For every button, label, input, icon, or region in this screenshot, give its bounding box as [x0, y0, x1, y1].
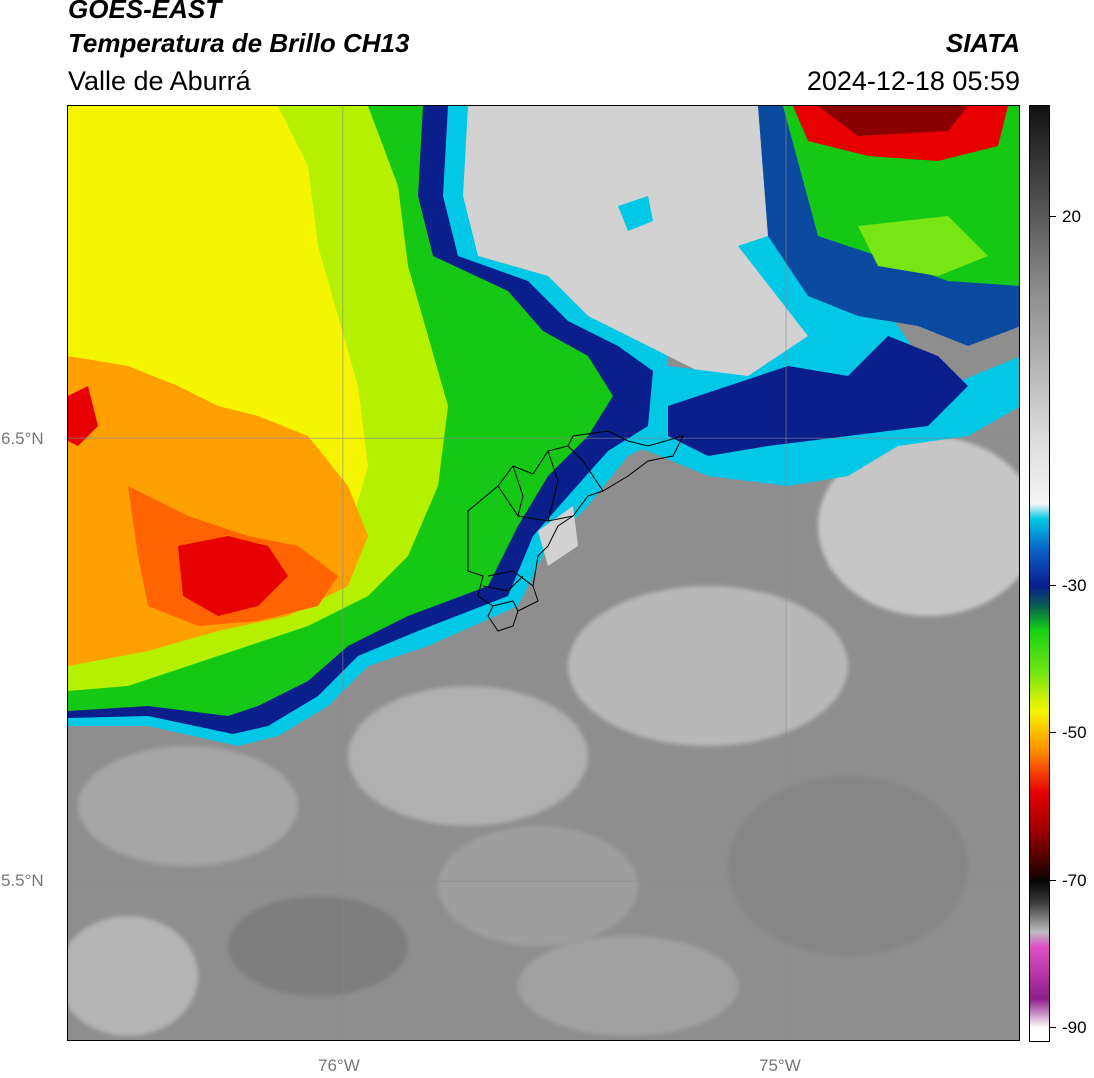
colorbar-segment — [1030, 674, 1049, 711]
colorbar-segment — [1030, 585, 1049, 608]
satellite-map — [67, 105, 1020, 1041]
colorbar-segment — [1030, 548, 1049, 586]
organization-name: SIATA — [945, 28, 1020, 58]
colorbar-tick-label: 20 — [1062, 206, 1081, 226]
colorbar-segment — [1030, 438, 1049, 505]
colorbar-segment — [1030, 710, 1049, 748]
colorbar-segment — [1030, 747, 1049, 793]
colorbar-tick — [1050, 732, 1056, 734]
lat-label-6-5: 6.5°N — [1, 429, 44, 448]
colorbar-segment — [1030, 607, 1049, 630]
cold-cloud-gray — [463, 106, 828, 381]
colorbar-segment — [1030, 142, 1049, 217]
colorbar-segment — [1030, 865, 1049, 881]
colorbar-segment — [1030, 792, 1049, 830]
colorbar-tick — [1050, 584, 1056, 586]
colorbar-segment — [1030, 519, 1049, 549]
valley-clear-pocket — [538, 506, 578, 566]
colorbar-tick-label: -50 — [1062, 723, 1087, 743]
colorbar — [1029, 105, 1050, 1042]
colorbar-segment — [1030, 504, 1049, 520]
cold-band-navy-ne — [668, 336, 968, 456]
lon-label-76w: 76°W — [318, 1056, 360, 1075]
surface-texture — [68, 436, 1019, 1036]
west-cold-core-red — [178, 536, 288, 616]
colorbar-segment — [1030, 1028, 1049, 1041]
timestamp: 2024-12-18 05:59 — [806, 66, 1020, 96]
colorbar-segment — [1030, 902, 1049, 933]
map-gridlines — [68, 106, 1019, 1040]
colorbar-tick-label: -30 — [1062, 575, 1087, 595]
colorbar-segment — [1030, 829, 1049, 866]
colorbar-segment — [1030, 947, 1049, 999]
data-source-title: GOES-EAST — [68, 0, 222, 24]
colorbar-tick — [1050, 879, 1056, 881]
colorbar-tick — [1050, 1027, 1056, 1029]
colorbar-segment — [1030, 629, 1049, 675]
colorbar-tick-label: -70 — [1062, 870, 1087, 890]
ne-cold-core-darkred — [818, 106, 968, 136]
product-title: Temperatura de Brillo CH13 — [68, 28, 410, 58]
colorbar-segment — [1030, 216, 1049, 291]
brightness-temperature-field — [68, 106, 1019, 1040]
colorbar-segment — [1030, 290, 1049, 365]
lon-label-75w: 75°W — [759, 1056, 801, 1075]
colorbar-tick-label: -90 — [1062, 1018, 1087, 1038]
colorbar-segment — [1030, 106, 1049, 143]
lat-label-5-5: 5.5°N — [1, 871, 44, 890]
colorbar-segment — [1030, 932, 1049, 948]
cyan-pocket — [618, 196, 653, 231]
colorbar-segment — [1030, 998, 1049, 1029]
colorbar-segment — [1030, 880, 1049, 903]
colorbar-tick — [1050, 215, 1056, 217]
west-edge-red-spot — [68, 386, 98, 446]
ne-green-light — [858, 216, 988, 276]
colorbar-segment — [1030, 364, 1049, 438]
region-name: Valle de Aburrá — [68, 66, 251, 96]
valle-de-aburra-boundaries — [467, 430, 684, 632]
